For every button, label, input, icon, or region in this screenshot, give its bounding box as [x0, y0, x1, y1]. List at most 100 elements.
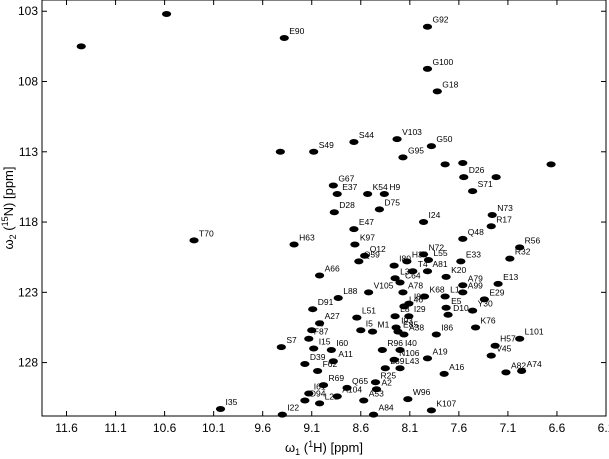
- peak-label: F87: [314, 327, 329, 337]
- peak-marker: [458, 235, 468, 242]
- peak-marker: [546, 161, 556, 168]
- y-tick-label: 123: [18, 285, 38, 299]
- peak-label: N73: [497, 203, 513, 213]
- peak-label: D75: [384, 197, 400, 207]
- peak-marker: [440, 161, 450, 168]
- peak-marker: [304, 335, 314, 342]
- x-tick-label: 8.1: [401, 421, 418, 435]
- peak-marker: [161, 11, 172, 18]
- peak-marker: [371, 386, 382, 393]
- peak-label: I15: [319, 337, 331, 347]
- peak-label: A27: [325, 311, 340, 321]
- x-tick-label: 10.6: [153, 421, 177, 435]
- peak-label: I6: [317, 318, 324, 328]
- peak-marker: [363, 190, 373, 197]
- peak-marker: [440, 293, 450, 300]
- peak-label: A79: [468, 273, 483, 283]
- peak-marker: [441, 304, 451, 311]
- peak-label: R96: [387, 338, 403, 348]
- x-tick-label: 9.6: [254, 421, 271, 435]
- peak-label: S49: [319, 140, 334, 150]
- peak-label: G50: [436, 134, 452, 144]
- peak-label: L1: [450, 285, 460, 295]
- peak-label: T4: [418, 259, 428, 269]
- peak-marker: [389, 262, 399, 269]
- peak-label: I86: [414, 292, 426, 302]
- peak-label: L8: [400, 304, 410, 314]
- peak-marker: [419, 293, 430, 300]
- peak-marker: [314, 320, 325, 327]
- y-tick-label: 113: [19, 145, 38, 159]
- peak-marker: [349, 226, 359, 233]
- peak-marker: [468, 307, 478, 314]
- peak-marker: [486, 223, 496, 230]
- peak-label: I22: [287, 403, 299, 413]
- peak-marker: [333, 294, 343, 301]
- peak-label: G67: [338, 174, 354, 184]
- y-tick-label: 128: [18, 356, 38, 370]
- peak-label: A99: [468, 280, 483, 290]
- peak-label: I35: [226, 397, 238, 407]
- peak-label: L43: [405, 356, 419, 366]
- peak-marker: [517, 368, 527, 375]
- peak-label: F62: [323, 359, 338, 369]
- peak-marker: [368, 411, 379, 418]
- peak-label: E47: [359, 217, 374, 227]
- peak-marker: [364, 289, 374, 296]
- peak-marker: [423, 257, 434, 263]
- peak-marker: [515, 335, 525, 342]
- peak-marker: [318, 382, 329, 389]
- peak-marker: [359, 397, 369, 404]
- peak-marker: [479, 296, 489, 303]
- peak-marker: [458, 160, 468, 167]
- peak-marker: [459, 174, 469, 181]
- peak-label: I80: [399, 254, 411, 264]
- peak-label: A11: [338, 349, 353, 359]
- x-tick-label: 11.1: [104, 421, 127, 435]
- peak-marker: [422, 65, 433, 72]
- peak-label: E85: [403, 320, 418, 330]
- peak-marker: [505, 255, 515, 262]
- peak-marker: [493, 280, 503, 287]
- peak-marker: [350, 241, 360, 248]
- peak-label: A53: [369, 389, 384, 399]
- x-tick-label: 10.1: [202, 421, 226, 435]
- peak-marker: [354, 258, 364, 265]
- peak-marker: [426, 407, 437, 414]
- peak-label: D94: [310, 389, 326, 399]
- peak-marker: [332, 393, 342, 400]
- peak-label: G95: [408, 145, 424, 155]
- peak-label: K54: [373, 182, 388, 192]
- peak-marker: [399, 331, 409, 338]
- peak-label: I29: [414, 304, 426, 314]
- peak-marker: [486, 352, 496, 359]
- peak-marker: [404, 313, 414, 320]
- y-tick-label: 108: [18, 75, 38, 89]
- peak-label: E33: [466, 249, 481, 259]
- peak-label: W96: [413, 387, 431, 397]
- peak-label: I86: [441, 322, 453, 332]
- peak-label: Y30: [478, 299, 493, 309]
- peak-label: R25: [380, 370, 396, 380]
- peak-marker: [332, 190, 342, 197]
- peak-marker: [422, 23, 433, 30]
- y-axis-label: ω2 (15N) [ppm]: [0, 167, 18, 250]
- peak-label: A84: [379, 403, 394, 413]
- peak-marker: [215, 405, 226, 412]
- x-axis-label: ω1 (1H) [ppm]: [285, 439, 363, 457]
- peak-label: D91: [318, 297, 334, 307]
- peak-label: L88: [343, 286, 357, 296]
- peak-marker: [501, 369, 511, 376]
- peak-label: A74: [527, 359, 542, 369]
- peak-label: E29: [489, 287, 504, 297]
- peak-label: L51: [362, 306, 376, 316]
- peak-marker: [304, 390, 314, 397]
- peak-label: A81: [432, 259, 447, 269]
- peak-label: V103: [402, 127, 422, 137]
- peak-label: L101: [525, 327, 544, 337]
- peak-label: R32: [515, 247, 531, 257]
- peak-label: K68: [430, 285, 445, 295]
- peak-label: T70: [199, 228, 214, 238]
- peak-label: A2: [381, 377, 392, 387]
